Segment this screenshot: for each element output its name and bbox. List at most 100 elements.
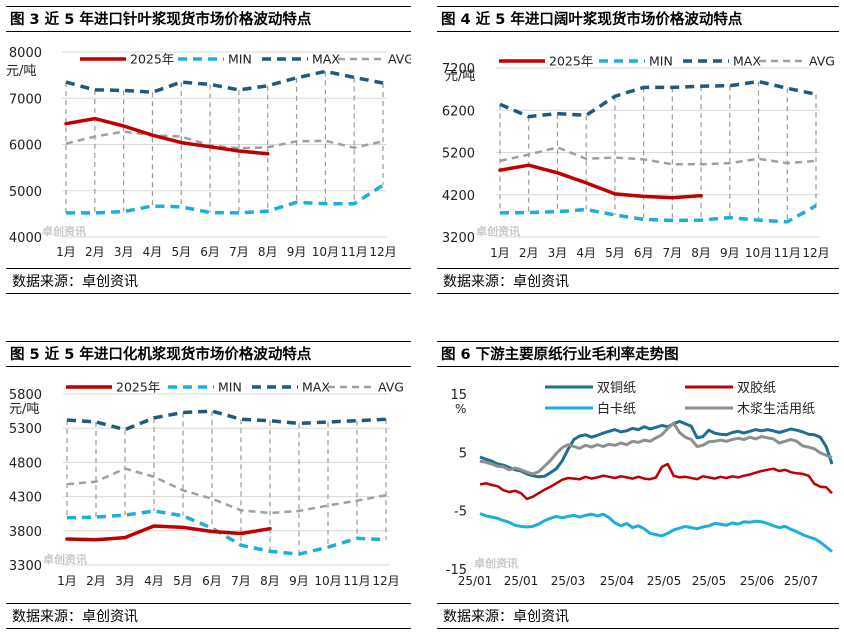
source-prefix: 数据来源： — [12, 609, 82, 625]
y-tick-label: 7000 — [9, 92, 42, 107]
series-line-2 — [65, 69, 384, 94]
x-tick-label: 8月 — [260, 574, 280, 588]
x-tick-label: 25/05 — [647, 574, 682, 588]
x-tick-label: 8月 — [691, 246, 711, 260]
series-line-0 — [64, 116, 270, 156]
series-line-1 — [479, 462, 833, 501]
x-tick-label: 7月 — [663, 246, 683, 260]
watermark: 卓创资讯 — [43, 552, 87, 566]
y-tick-label: 5800 — [9, 388, 42, 403]
source-prefix: 数据来源： — [12, 274, 82, 290]
data-source: 数据来源：卓创资讯 — [437, 268, 839, 294]
series-line-3 — [499, 146, 817, 166]
source-name: 卓创资讯 — [513, 609, 569, 625]
x-tick-label: 3月 — [115, 574, 135, 588]
paper-margin-chart: 卓创资讯 -15 -5 5 15% 25/01 25/01 25/03 25/04 25/05 25… — [446, 380, 834, 588]
source-prefix: 数据来源： — [443, 274, 513, 290]
x-tick-label: 2月 — [86, 574, 106, 588]
y-tick-label: 4200 — [442, 189, 475, 204]
y-tick-label: -15 — [446, 563, 467, 578]
x-tick-label: 1月 — [56, 245, 76, 259]
legend-label: 白卡纸 — [597, 401, 636, 417]
figure-6-panel: 图 6 下游主要原纸行业毛利率走势图 卓创资讯 -15 -5 5 15% 25/01 25/… — [437, 341, 839, 629]
y-tick-label: 3300 — [9, 559, 42, 574]
y-tick-label: 7200 — [442, 62, 475, 77]
legend-label: AVG — [378, 380, 404, 395]
series-line-1 — [499, 204, 817, 224]
y-axis-unit: 元/吨 — [445, 69, 475, 84]
series-line-0 — [498, 163, 703, 200]
x-tick-label: 10月 — [312, 245, 339, 259]
legend-label: AVG — [388, 52, 411, 67]
legend-label: 双胶纸 — [737, 380, 776, 396]
x-tick-label: 4月 — [143, 245, 163, 259]
y-tick-label: 4300 — [9, 491, 42, 506]
x-tick-label: 11月 — [343, 574, 370, 588]
y-tick-label: 8000 — [9, 46, 42, 61]
x-tick-label: 25/01 — [504, 574, 539, 588]
x-tick-label: 25/03 — [551, 574, 586, 588]
x-tick-label: 25/05 — [692, 574, 727, 588]
x-tick-label: 12月 — [369, 245, 396, 259]
x-tick-label: 25/06 — [740, 574, 775, 588]
x-tick-label: 6月 — [634, 246, 654, 260]
y-tick-label: 5000 — [9, 185, 42, 200]
x-tick-label: 12月 — [372, 574, 399, 588]
chart-title: 图 4 近 5 年进口阔叶浆现货市场价格波动特点 — [437, 6, 839, 32]
series-line-1 — [66, 183, 384, 215]
legend-label: MAX — [733, 54, 761, 69]
x-tick-label: 25/07 — [784, 574, 819, 588]
series-line-3 — [479, 421, 833, 476]
figure-5-panel: 图 5 近 5 年进口化机浆现货市场价格波动特点 卓创资讯 3300 3800 430… — [6, 341, 411, 629]
legend-label: 木浆生活用纸 — [737, 402, 815, 417]
x-tick-label: 4月 — [576, 246, 596, 260]
data-source: 数据来源：卓创资讯 — [437, 603, 839, 629]
x-tick-label: 5月 — [605, 246, 625, 260]
legend-label: 2025年 — [130, 52, 174, 67]
watermark: 卓创资讯 — [474, 556, 518, 570]
watermark: 卓创资讯 — [42, 224, 86, 238]
x-tick-label: 1月 — [57, 574, 77, 588]
source-prefix: 数据来源： — [443, 609, 513, 625]
chart-title: 图 3 近 5 年进口针叶浆现货市场价格波动特点 — [6, 6, 411, 32]
x-tick-label: 1月 — [490, 246, 510, 260]
x-tick-label: 25/01 — [458, 574, 493, 588]
series-line-0 — [479, 419, 834, 479]
data-source: 数据来源：卓创资讯 — [6, 268, 411, 294]
y-tick-label: 15 — [450, 388, 467, 403]
x-tick-label: 2月 — [519, 246, 539, 260]
source-name: 卓创资讯 — [513, 274, 569, 290]
y-tick-label: 6000 — [9, 139, 42, 154]
series-line-2 — [479, 512, 833, 553]
x-tick-label: 25/04 — [600, 574, 635, 588]
legend-label: 2025年 — [549, 54, 593, 69]
series-line-1 — [66, 509, 387, 556]
x-tick-label: 9月 — [720, 246, 740, 260]
x-tick-label: 3月 — [548, 246, 568, 260]
x-tick-label: 9月 — [287, 245, 307, 259]
y-axis-unit: % — [455, 402, 466, 416]
series-line-2 — [499, 79, 817, 119]
x-tick-label: 5月 — [171, 245, 191, 259]
y-axis-unit: 元/吨 — [6, 64, 36, 79]
data-source: 数据来源：卓创资讯 — [6, 603, 411, 629]
watermark: 卓创资讯 — [476, 224, 520, 238]
x-tick-label: 4月 — [144, 574, 164, 588]
x-tick-label: 6月 — [202, 574, 222, 588]
source-name: 卓创资讯 — [82, 274, 138, 290]
x-tick-label: 10月 — [745, 246, 772, 260]
x-tick-label: 5月 — [173, 574, 193, 588]
x-tick-label: 6月 — [200, 245, 220, 259]
chart-title: 图 6 下游主要原纸行业毛利率走势图 — [437, 341, 839, 367]
y-tick-label: 5 — [459, 446, 467, 461]
y-axis-unit: 元/吨 — [9, 402, 39, 417]
x-tick-label: 12月 — [802, 246, 829, 260]
y-tick-label: 5300 — [9, 422, 42, 437]
y-tick-label: 4000 — [9, 231, 42, 246]
series-line-0 — [65, 524, 272, 542]
x-tick-label: 3月 — [114, 245, 134, 259]
x-tick-label: 7月 — [231, 574, 251, 588]
x-tick-label: 11月 — [341, 245, 368, 259]
